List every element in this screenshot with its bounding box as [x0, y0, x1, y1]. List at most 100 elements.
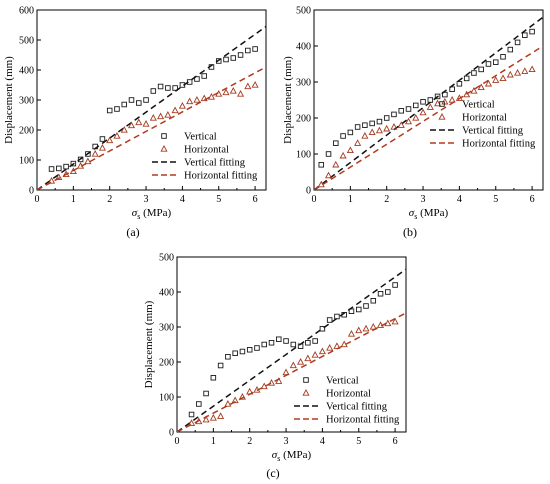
vertical-point	[245, 47, 251, 54]
legend: Vertical Horizontal Vertical fitting Horizo…	[430, 100, 536, 150]
vertical-point	[405, 106, 412, 112]
y-tick-label: 600	[19, 6, 34, 17]
horizontal-point	[77, 162, 85, 169]
vertical-point	[290, 341, 297, 348]
horizontal-point	[238, 393, 246, 400]
horizontal-point	[237, 90, 245, 97]
horizontal-point	[231, 396, 239, 404]
y-tick-label: 400	[19, 66, 34, 77]
horizontal-point	[260, 382, 268, 390]
y-tick-label: 500	[159, 253, 174, 264]
x-tick-label: 1	[71, 194, 76, 205]
vertical-point	[500, 54, 506, 60]
legend-label: Horizontal fitting	[184, 171, 258, 182]
x-axis-label-subscript: s	[414, 212, 417, 221]
x-axis-label-symbol: σ	[272, 449, 278, 461]
horizontal-point	[339, 151, 347, 159]
vertical-point	[268, 340, 275, 346]
chart-caption: (a)	[126, 225, 139, 239]
legend-label: Vertical	[462, 100, 495, 111]
x-tick-label: 5	[356, 436, 361, 447]
horizontal-point	[224, 400, 232, 407]
horizontal-point	[326, 344, 334, 351]
x-tick-label: 4	[180, 194, 185, 205]
horizontal-point	[202, 415, 210, 423]
x-tick-label: 5	[216, 194, 221, 205]
horizontal-point	[47, 177, 56, 184]
horizontal-point	[127, 121, 136, 129]
horizontal-point	[506, 70, 514, 78]
fit-line-2	[37, 25, 266, 190]
vertical-point	[318, 162, 325, 168]
vertical-point	[319, 326, 326, 332]
horizontal-point	[171, 106, 179, 114]
legend-marker-triangle	[302, 389, 310, 396]
vertical-point	[230, 55, 237, 61]
horizontal-point	[317, 180, 325, 188]
x-axis-label-unit: (MPa)	[140, 207, 171, 219]
x-tick-label: 5	[493, 194, 498, 205]
vertical-point	[254, 345, 260, 351]
x-tick-label: 6	[253, 194, 258, 205]
y-tick-label: 500	[296, 6, 311, 17]
x-tick-label: 4	[457, 194, 462, 205]
fit-line-2	[314, 16, 543, 190]
legend-marker-square	[161, 133, 167, 139]
vertical-point	[471, 70, 477, 76]
vertical-point	[217, 362, 224, 369]
horizontal-point	[484, 79, 493, 87]
x-tick-label: 2	[384, 194, 389, 205]
vertical-point	[136, 100, 142, 106]
plot-frame	[176, 256, 407, 433]
horizontal-point	[222, 88, 230, 96]
horizontal-point	[217, 412, 225, 419]
vertical-point	[261, 341, 267, 348]
vertical-point	[150, 88, 157, 94]
chart-c: 0 1 2 3 4 5 6 0 100 200 300 400 500 Displacement (mm)…	[143, 253, 407, 480]
horizontal-point	[267, 379, 276, 386]
horizontal-point	[333, 342, 341, 349]
vertical-point	[165, 85, 171, 91]
vertical-point	[333, 140, 339, 146]
legend-label: Horizontal	[326, 389, 371, 400]
vertical-point	[106, 107, 113, 114]
horizontal-point	[332, 160, 340, 168]
vertical-point	[398, 108, 404, 114]
fit-line-3	[314, 45, 543, 190]
x-tick-label: 6	[530, 194, 535, 205]
legend: Vertical Horizontal Vertical fitting Horizo…	[152, 132, 258, 182]
horizontal-point	[355, 326, 363, 334]
vertical-point	[56, 165, 62, 172]
x-tick-label: 6	[393, 436, 398, 447]
legend-label: Vertical	[326, 376, 359, 387]
vertical-point	[48, 166, 55, 172]
y-tick-label: 300	[19, 96, 34, 107]
horizontal-point	[98, 144, 106, 151]
legend-label: Vertical fitting	[326, 402, 388, 413]
horizontal-point	[340, 340, 348, 348]
legend-label: Horizontal	[184, 145, 229, 156]
y-tick-label: 0	[169, 428, 174, 439]
horizontal-point	[200, 94, 208, 102]
vertical-point	[121, 101, 127, 108]
horizontal-point	[84, 157, 92, 165]
plot-frame	[313, 9, 544, 191]
chart-b: 0 1 2 3 4 5 6 0 100 200 300 400 500 Displacement (mm)…	[282, 6, 544, 239]
vertical-point	[215, 58, 222, 64]
legend-label: Horizontal fitting	[462, 139, 536, 150]
y-tick-label: 200	[296, 114, 311, 125]
horizontal-point	[361, 132, 369, 139]
vertical-point	[354, 124, 361, 130]
vertical-point	[210, 375, 217, 381]
plot-area	[177, 268, 406, 432]
y-tick-label: 500	[19, 36, 34, 47]
horizontal-point	[178, 102, 186, 109]
vertical-point	[326, 317, 333, 323]
horizontal-point	[426, 103, 434, 110]
horizontal-point	[186, 97, 194, 105]
horizontal-point	[304, 354, 312, 362]
vertical-point	[63, 163, 69, 170]
vertical-point	[237, 52, 244, 58]
y-tick-label: 200	[159, 358, 174, 369]
vertical-point	[196, 401, 202, 407]
